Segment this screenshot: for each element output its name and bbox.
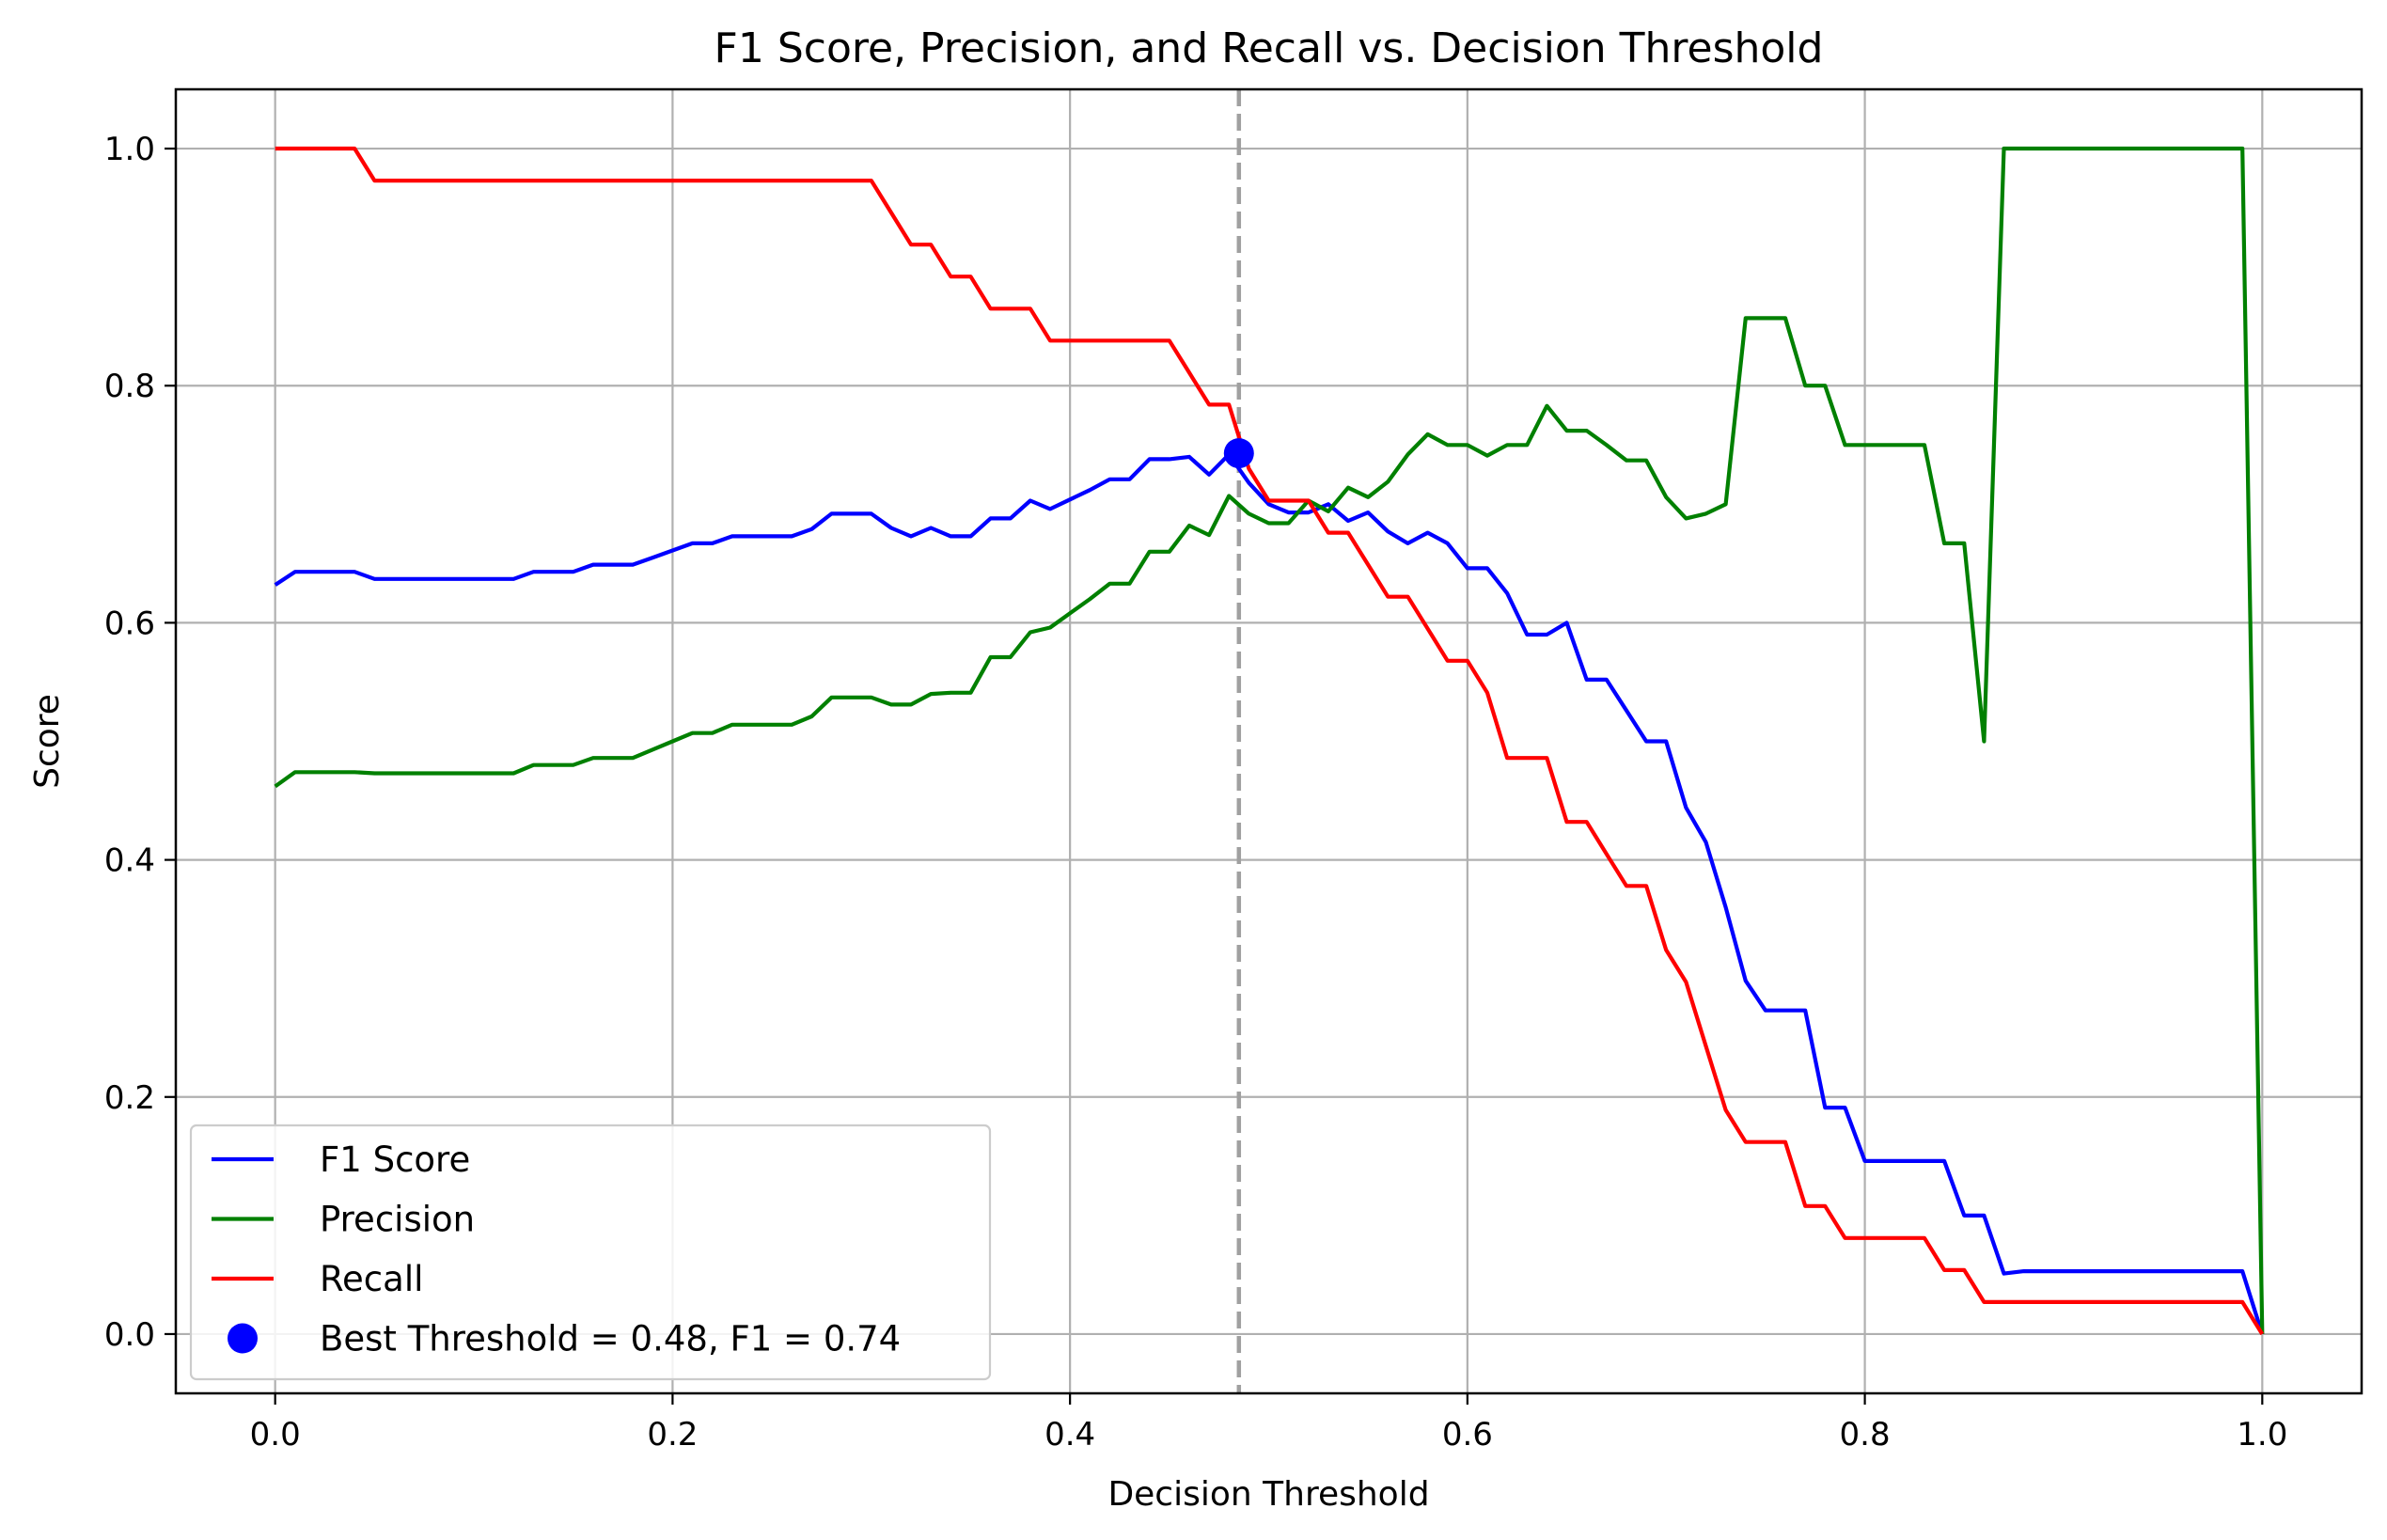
series-line-f1-score xyxy=(274,452,2265,1335)
y-axis-label: Score xyxy=(28,694,67,789)
y-tick-label: 0.4 xyxy=(104,842,155,880)
x-tick-label: 0.0 xyxy=(250,1416,301,1454)
y-tick-label: 1.0 xyxy=(104,131,155,168)
series-line-recall xyxy=(275,146,2265,1336)
plot-frame xyxy=(174,87,2363,1395)
legend-swatch-marker xyxy=(228,1323,258,1354)
y-tick-label: 0.0 xyxy=(104,1316,155,1354)
y-axis-ticks: 0.0 0.2 0.4 0.6 0.8 1.0 xyxy=(104,131,176,1354)
best-threshold-marker xyxy=(1223,438,1254,469)
legend-box xyxy=(189,1124,992,1381)
legend-label: F1 Score xyxy=(320,1139,470,1180)
series-layer xyxy=(274,146,2265,1336)
y-tick-label: 0.6 xyxy=(104,605,155,642)
legend-label: Precision xyxy=(320,1200,475,1240)
x-axis-ticks: 0.0 0.2 0.4 0.6 0.8 1.0 xyxy=(250,1393,2287,1454)
legend-label: Best Threshold = 0.48, F1 = 0.74 xyxy=(320,1319,901,1359)
y-tick-label: 0.8 xyxy=(104,368,155,405)
x-tick-label: 0.6 xyxy=(1442,1416,1493,1454)
chart-title: F1 Score, Precision, and Recall vs. Deci… xyxy=(715,24,1824,72)
x-axis-label: Decision Threshold xyxy=(1107,1475,1429,1514)
legend: F1 Score Precision Recall Best Threshold = … xyxy=(189,1124,992,1381)
x-tick-label: 0.4 xyxy=(1044,1416,1095,1454)
y-tick-label: 0.2 xyxy=(104,1079,155,1117)
x-tick-label: 0.2 xyxy=(647,1416,698,1454)
x-tick-label: 1.0 xyxy=(2237,1416,2287,1454)
x-tick-label: 0.8 xyxy=(1840,1416,1891,1454)
legend-label: Recall xyxy=(320,1259,423,1299)
series-line-precision xyxy=(274,146,2265,1335)
